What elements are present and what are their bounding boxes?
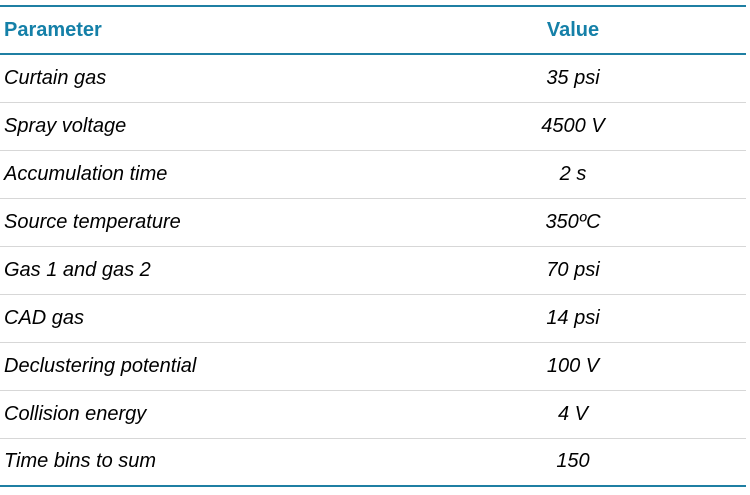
parameter-cell: Gas 1 and gas 2: [4, 258, 151, 281]
table-row: Spray voltage 4500 V: [0, 102, 746, 150]
value-cell: 150: [556, 450, 590, 473]
table-row: Source temperature 350ºC: [0, 198, 746, 246]
value-cell: 4 V: [557, 402, 589, 425]
table-row: Declustering potential 100 V: [0, 342, 746, 390]
parameter-cell: Collision energy: [4, 402, 147, 425]
table-row: Collision energy 4 V: [0, 390, 746, 438]
column-header-parameter: Parameter: [4, 18, 102, 41]
value-cell: 100 V: [546, 354, 600, 377]
value-cell: 350ºC: [545, 210, 601, 233]
table-row: Time bins to sum 150: [0, 438, 746, 486]
parameter-table: Parameter Value Curtain gas 35 psi Spray…: [0, 5, 746, 487]
header-row: Parameter Value: [0, 6, 746, 54]
value-cell: 35 psi: [546, 66, 600, 89]
parameter-cell: Declustering potential: [4, 354, 197, 377]
table-row: Curtain gas 35 psi: [0, 54, 746, 102]
table-row: Gas 1 and gas 2 70 psi: [0, 246, 746, 294]
value-cell: 2 s: [559, 162, 587, 185]
parameter-cell: CAD gas: [4, 306, 85, 329]
table-header: Parameter Value: [0, 6, 746, 54]
parameter-cell: Spray voltage: [4, 114, 127, 137]
parameter-cell: Time bins to sum: [4, 450, 157, 473]
value-cell: 70 psi: [546, 258, 600, 281]
table-row: Accumulation time 2 s: [0, 150, 746, 198]
table-row: CAD gas 14 psi: [0, 294, 746, 342]
parameter-cell: Curtain gas: [4, 66, 107, 89]
parameter-cell: Source temperature: [4, 210, 181, 233]
value-cell: 4500 V: [541, 114, 605, 137]
table-body: Curtain gas 35 psi Spray voltage 4500 V …: [0, 54, 746, 486]
value-cell: 14 psi: [546, 306, 600, 329]
column-header-value: Value: [546, 18, 600, 41]
parameter-cell: Accumulation time: [4, 162, 168, 185]
